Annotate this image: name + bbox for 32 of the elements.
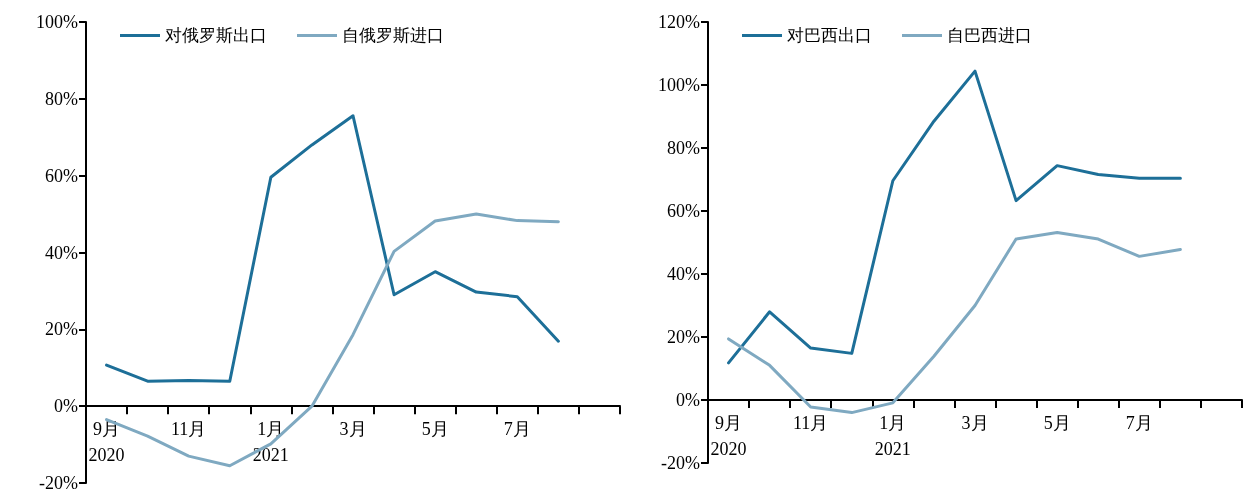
legend-label: 对巴西出口 (787, 26, 872, 45)
x-tick-label: 1月 2021 (874, 413, 911, 459)
line-series (727, 230, 1182, 415)
legend-label: 自巴西进口 (947, 26, 1032, 45)
x-tick-label: 3月 (961, 413, 989, 433)
y-tick-label: -20% (39, 473, 78, 493)
legend-label: 对俄罗斯出口 (165, 26, 267, 45)
x-tick-label: 11月 (793, 413, 829, 433)
y-tick-label: 40% (45, 242, 78, 263)
x-tick-label: 5月 (1043, 413, 1071, 433)
y-tick-label: 0% (676, 390, 700, 410)
y-tick-label: 40% (667, 264, 700, 284)
y-tick-label: 20% (45, 319, 78, 340)
x-tick-label: 7月 (503, 419, 531, 440)
legend-label: 自俄罗斯进口 (342, 26, 444, 45)
x-tick-label: 9月 2020 (710, 413, 747, 459)
x-tick-label: 3月 (339, 419, 367, 440)
x-tick-label: 5月 (421, 419, 449, 440)
y-tick-label: 60% (45, 165, 78, 186)
x-tick-label: 11月 (171, 419, 207, 440)
line-series (727, 69, 1182, 365)
line-series (105, 114, 560, 383)
y-tick-label: 100% (658, 75, 700, 95)
y-tick-label: 0% (54, 396, 78, 417)
x-tick-label: 7月 (1125, 413, 1153, 433)
y-tick-label: -20% (661, 453, 700, 473)
y-tick-label: 60% (667, 201, 700, 221)
y-tick-label: 80% (667, 138, 700, 158)
y-tick-label: 80% (45, 88, 78, 109)
y-tick-label: 20% (667, 327, 700, 347)
y-tick-label: 100% (36, 12, 78, 32)
y-tick-label: 120% (658, 12, 700, 32)
